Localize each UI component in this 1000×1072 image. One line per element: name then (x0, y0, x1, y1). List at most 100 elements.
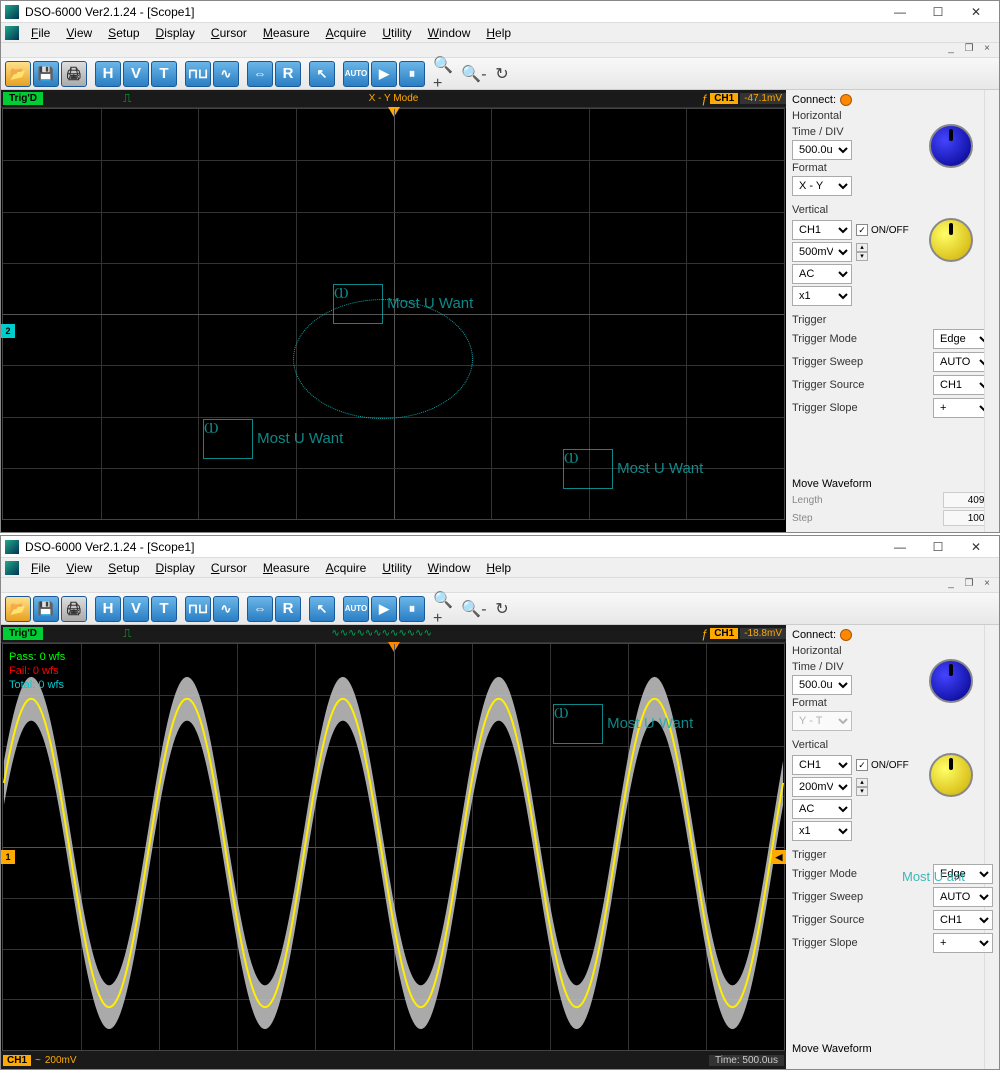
wave-button[interactable]: ∿ (213, 596, 239, 622)
vdiv-select[interactable]: 200mV (792, 777, 852, 797)
auto-button[interactable]: AUTO (343, 596, 369, 622)
vdiv-spinner[interactable]: ▴▾ (856, 778, 868, 796)
pause-button[interactable]: ⏸ (399, 596, 425, 622)
zoom-in-icon[interactable]: 🔍+ (433, 596, 459, 622)
menu-utility[interactable]: Utility (374, 24, 419, 42)
probe-select[interactable]: x1 (792, 821, 852, 841)
pulse-button[interactable]: ⊓⊔ (185, 61, 211, 87)
t-button[interactable]: T (151, 596, 177, 622)
pause-button[interactable]: ⏸ (399, 61, 425, 87)
pulse-button[interactable]: ⊓⊔ (185, 596, 211, 622)
open-button[interactable]: 📂 (5, 61, 31, 87)
ch2-marker[interactable]: 2 (1, 324, 15, 338)
menu-help[interactable]: Help (478, 24, 519, 42)
doc-icon (5, 561, 19, 575)
menu-view[interactable]: View (58, 24, 100, 42)
menu-measure[interactable]: Measure (255, 24, 318, 42)
menu-display[interactable]: Display (148, 559, 203, 577)
r-button[interactable]: R (275, 596, 301, 622)
open-button[interactable]: 📂 (5, 596, 31, 622)
menu-acquire[interactable]: Acquire (318, 24, 375, 42)
horizontal-knob[interactable] (929, 124, 973, 168)
refresh-icon[interactable]: ↻ (489, 61, 515, 87)
close-button[interactable]: ✕ (957, 1, 995, 23)
maximize-button[interactable]: ☐ (919, 536, 957, 558)
refresh-icon[interactable]: ↻ (489, 596, 515, 622)
scope-canvas-2[interactable]: Pass: 0 wfs Fail: 0 wfs Total: 0 wfs Ⲱ M… (2, 643, 785, 1051)
menu-file[interactable]: File (23, 559, 58, 577)
onoff-checkbox[interactable]: ✓ (856, 224, 868, 236)
trig-sweep-select[interactable]: AUTO (933, 887, 993, 907)
menu-view[interactable]: View (58, 559, 100, 577)
cursor-button[interactable]: ↖ (309, 596, 335, 622)
zoom-out-icon[interactable]: 🔍- (461, 596, 487, 622)
play-button[interactable]: ▶ (371, 61, 397, 87)
h-button[interactable]: H (95, 596, 121, 622)
mdi-minimize[interactable]: _ (943, 578, 959, 592)
menu-help[interactable]: Help (478, 559, 519, 577)
ch1-marker-left[interactable]: 1 (1, 850, 15, 864)
fail-count: Fail: 0 wfs (9, 664, 65, 678)
zoom-out-icon[interactable]: 🔍- (461, 61, 487, 87)
vertical-knob[interactable] (929, 218, 973, 262)
time-div-select[interactable]: 500.0us (792, 675, 852, 695)
titlebar[interactable]: DSO-6000 Ver2.1.24 - [Scope1] — ☐ ✕ (1, 536, 999, 558)
onoff-checkbox[interactable]: ✓ (856, 759, 868, 771)
expand-button[interactable]: ⇔ (247, 61, 273, 87)
menu-file[interactable]: File (23, 24, 58, 42)
t-button[interactable]: T (151, 61, 177, 87)
minimize-button[interactable]: — (881, 536, 919, 558)
vdiv-select[interactable]: 500mV (792, 242, 852, 262)
pass-count: Pass: 0 wfs (9, 650, 65, 664)
mdi-restore[interactable]: ❐ (961, 578, 977, 592)
coupling-select[interactable]: AC (792, 264, 852, 284)
auto-button[interactable]: AUTO (343, 61, 369, 87)
print-button[interactable]: 🖨 (61, 61, 87, 87)
trigger-status: Trig'D (3, 627, 43, 640)
menu-cursor[interactable]: Cursor (203, 24, 255, 42)
trig-src-select[interactable]: CH1 (933, 910, 993, 930)
time-div-select[interactable]: 500.0us (792, 140, 852, 160)
v-button[interactable]: V (123, 61, 149, 87)
expand-button[interactable]: ⇔ (247, 596, 273, 622)
titlebar[interactable]: DSO-6000 Ver2.1.24 - [Scope1] — ☐ ✕ (1, 1, 999, 23)
mdi-close[interactable]: × (979, 578, 995, 592)
mdi-minimize[interactable]: _ (943, 43, 959, 57)
play-button[interactable]: ▶ (371, 596, 397, 622)
menu-measure[interactable]: Measure (255, 559, 318, 577)
menu-cursor[interactable]: Cursor (203, 559, 255, 577)
coupling-select[interactable]: AC (792, 799, 852, 819)
probe-select[interactable]: x1 (792, 286, 852, 306)
wave-button[interactable]: ∿ (213, 61, 239, 87)
zoom-in-icon[interactable]: 🔍+ (433, 61, 459, 87)
scope-canvas-1[interactable]: Ⲱ Most U Want Ⲱ Most U Want Ⲱ Most U Wan… (2, 108, 785, 520)
v-button[interactable]: V (123, 596, 149, 622)
save-button[interactable]: 💾 (33, 596, 59, 622)
menu-window[interactable]: Window (420, 559, 479, 577)
mdi-restore[interactable]: ❐ (961, 43, 977, 57)
menu-display[interactable]: Display (148, 24, 203, 42)
vertical-knob[interactable] (929, 753, 973, 797)
menu-setup[interactable]: Setup (100, 24, 147, 42)
r-button[interactable]: R (275, 61, 301, 87)
menu-acquire[interactable]: Acquire (318, 559, 375, 577)
channel-select[interactable]: CH1 (792, 220, 852, 240)
minimize-button[interactable]: — (881, 1, 919, 23)
mdi-close[interactable]: × (979, 43, 995, 57)
format-select[interactable]: Y - T (792, 711, 852, 731)
ch1-marker-right[interactable]: ◀ (772, 850, 786, 864)
h-button[interactable]: H (95, 61, 121, 87)
menu-utility[interactable]: Utility (374, 559, 419, 577)
close-button[interactable]: ✕ (957, 536, 995, 558)
print-button[interactable]: 🖨 (61, 596, 87, 622)
menu-setup[interactable]: Setup (100, 559, 147, 577)
menu-window[interactable]: Window (420, 24, 479, 42)
horizontal-knob[interactable] (929, 659, 973, 703)
save-button[interactable]: 💾 (33, 61, 59, 87)
vdiv-spinner[interactable]: ▴▾ (856, 243, 868, 261)
cursor-button[interactable]: ↖ (309, 61, 335, 87)
trig-slope-select[interactable]: + (933, 933, 993, 953)
channel-select[interactable]: CH1 (792, 755, 852, 775)
format-select[interactable]: X - Y (792, 176, 852, 196)
maximize-button[interactable]: ☐ (919, 1, 957, 23)
